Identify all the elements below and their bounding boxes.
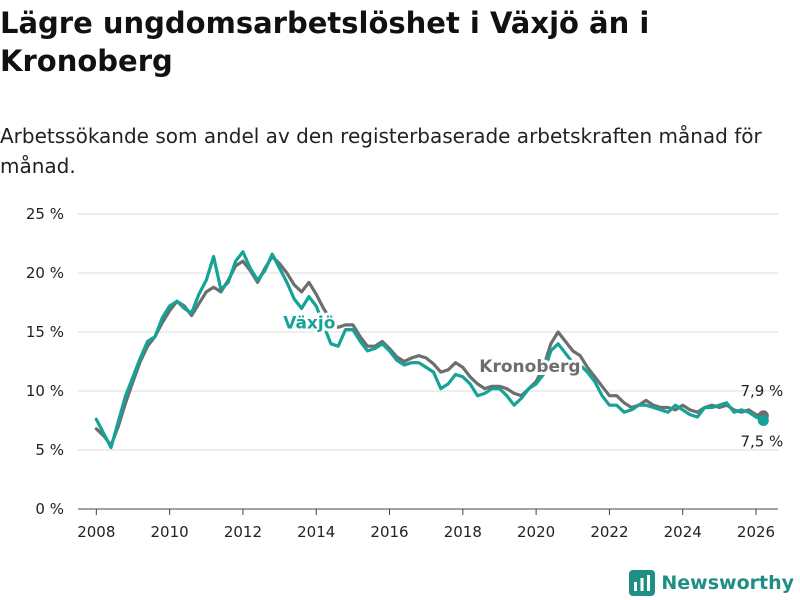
x-tick-label: 2026 (737, 523, 775, 541)
y-tick-label: 15 % (26, 323, 64, 341)
brand-name: Newsworthy (661, 572, 794, 594)
series-label-kronoberg: Kronoberg (479, 357, 580, 377)
axis-layer: 0 % 5 % 10 % 15 % 20 % 25 % 2008 2010 2012 2014 20… (26, 205, 775, 541)
line-chart: 0 % 5 % 10 % 15 % 20 % 25 % 2008 2010 2012 2014 20… (26, 205, 783, 541)
end-vaxjo-marker (757, 415, 769, 426)
x-tick-label: 2022 (590, 523, 628, 541)
y-tick-label: 25 % (26, 205, 64, 223)
y-tick-label: 0 % (35, 500, 64, 518)
newsworthy-logo-icon (629, 570, 656, 596)
chart-title: Lägre ungdomsarbetslöshet i Växjö än i K… (0, 6, 650, 78)
x-tick-label: 2016 (370, 523, 408, 541)
series-line-kronoberg (94, 254, 765, 447)
x-tick-label: 2024 (664, 523, 702, 541)
series-label-vaxjo: Växjö (283, 313, 335, 333)
series-layer (94, 250, 765, 450)
x-tick-label: 2010 (151, 523, 189, 541)
grid-layer (78, 213, 778, 510)
x-tick-label: 2018 (444, 523, 482, 541)
chart-subtitle: Arbetssökande som andel av den registerb… (0, 124, 762, 178)
x-tick-label: 2020 (517, 523, 555, 541)
label-layer: Växjö Kronoberg 7,9 % 7,5 % (280, 310, 783, 451)
x-tick-label: 2012 (224, 523, 262, 541)
x-tick-label: 2014 (297, 523, 335, 541)
end-kronoberg-value: 7,9 % (740, 382, 783, 400)
y-tick-label: 10 % (26, 382, 64, 400)
brand: Newsworthy (629, 570, 794, 596)
y-tick-label: 5 % (35, 441, 64, 459)
x-tick-label: 2008 (77, 523, 115, 541)
series-line-vaxjo (94, 250, 765, 450)
y-tick-label: 20 % (26, 264, 64, 282)
end-vaxjo-value: 7,5 % (740, 433, 783, 451)
